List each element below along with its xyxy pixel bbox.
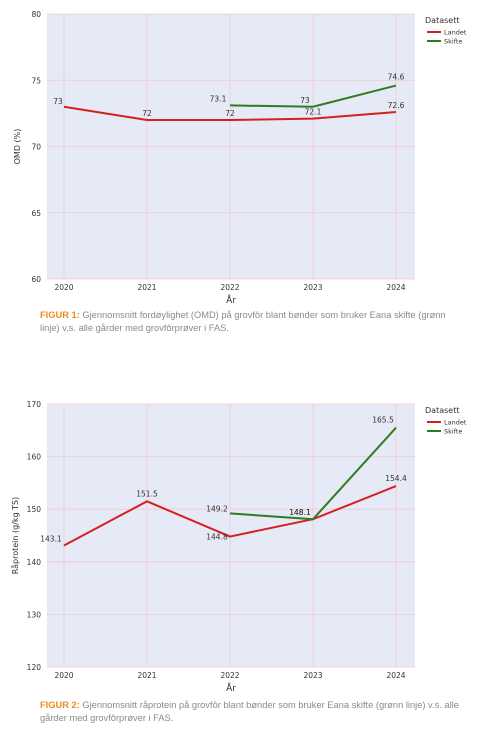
series-line-skifte bbox=[229, 426, 397, 521]
data-label: 74.6 bbox=[388, 73, 405, 82]
legend-label: Skifte bbox=[444, 428, 462, 436]
y-tick-label: 70 bbox=[31, 143, 41, 152]
x-tick-label: 2021 bbox=[137, 283, 156, 292]
protein-chart: 120 130 140 150 160 170 2020 2021 2022 2023 2024 År… bbox=[10, 400, 467, 694]
y-tick-label: 140 bbox=[27, 558, 42, 567]
x-axis-title: År bbox=[226, 682, 236, 694]
series-line-landet bbox=[63, 105, 397, 121]
omd-chart: 60 65 70 75 80 2020 2021 2022 2023 2024 År OMD (%) 7… bbox=[13, 10, 467, 305]
x-tick-label: 2021 bbox=[137, 671, 156, 680]
data-label: 72 bbox=[225, 109, 235, 118]
data-label: 72.1 bbox=[305, 108, 322, 117]
y-tick-label: 170 bbox=[27, 400, 42, 409]
x-tick-label: 2020 bbox=[54, 283, 73, 292]
y-tick-label: 150 bbox=[27, 505, 42, 514]
data-label: 73 bbox=[300, 96, 310, 105]
data-label: 72.6 bbox=[388, 101, 405, 110]
figure-2-text: Gjennomsnitt råprotein på grovfôr blant … bbox=[40, 700, 459, 723]
x-tick-label: 2024 bbox=[386, 283, 405, 292]
data-label: 149.2 bbox=[206, 504, 228, 513]
legend-title: Datasett bbox=[425, 16, 459, 25]
data-label: 151.5 bbox=[136, 489, 158, 498]
x-axis-title: År bbox=[226, 294, 236, 305]
x-tick-label: 2020 bbox=[54, 671, 73, 680]
y-tick-label: 80 bbox=[31, 10, 41, 19]
data-label: 144.8 bbox=[206, 533, 228, 542]
legend-label: Landet bbox=[444, 419, 467, 427]
x-tick-label: 2022 bbox=[220, 283, 239, 292]
y-axis-title: OMD (%) bbox=[13, 129, 22, 165]
series-line-landet bbox=[63, 485, 397, 547]
y-tick-label: 160 bbox=[27, 453, 42, 462]
x-tick-label: 2022 bbox=[220, 671, 239, 680]
figure-2-label: FIGUR 2: bbox=[40, 700, 80, 710]
data-label: 154.4 bbox=[385, 474, 407, 483]
legend-label: Skifte bbox=[444, 38, 462, 46]
y-tick-label: 65 bbox=[31, 209, 41, 218]
figure-1-caption: FIGUR 1: Gjennomsnitt fordøylighet (OMD)… bbox=[40, 309, 460, 335]
legend-label: Landet bbox=[444, 29, 467, 37]
data-label: 73 bbox=[53, 97, 63, 106]
data-label: 148.1 bbox=[289, 508, 311, 517]
figure-2-caption: FIGUR 2: Gjennomsnitt råprotein på grovf… bbox=[40, 699, 460, 725]
y-tick-label: 120 bbox=[27, 663, 42, 672]
data-label: 165.5 bbox=[372, 416, 394, 425]
figure-1-label: FIGUR 1: bbox=[40, 310, 80, 320]
y-axis-title: Råprotein (g/kg TS) bbox=[10, 497, 20, 575]
legend-title: Datasett bbox=[425, 406, 459, 415]
x-tick-label: 2024 bbox=[386, 671, 405, 680]
data-label: 72 bbox=[142, 109, 152, 118]
x-tick-label: 2023 bbox=[303, 283, 322, 292]
data-label: 73.1 bbox=[210, 94, 227, 103]
y-tick-label: 60 bbox=[31, 275, 41, 284]
y-tick-label: 130 bbox=[27, 610, 42, 619]
x-tick-label: 2023 bbox=[303, 671, 322, 680]
data-label: 143.1 bbox=[40, 534, 62, 543]
data-label: 148.1 bbox=[289, 508, 311, 517]
y-tick-label: 75 bbox=[31, 76, 41, 85]
series-line-skifte bbox=[229, 84, 397, 108]
figure-1-text: Gjennomsnitt fordøylighet (OMD) på grovf… bbox=[40, 310, 446, 333]
